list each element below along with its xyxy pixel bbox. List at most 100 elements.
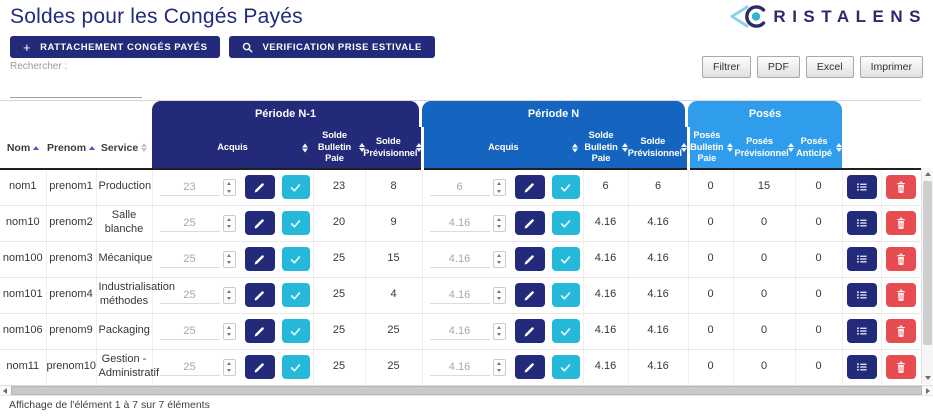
n1-acquis-input[interactable] [159, 250, 220, 268]
cristalens-logo[interactable]: RISTALENS [726, 3, 927, 30]
n1-acquis-input[interactable] [159, 322, 220, 340]
number-stepper[interactable] [492, 250, 506, 268]
table-body: nom1 prenom1 Production [0, 169, 922, 386]
col-prenom[interactable]: Prenom [46, 127, 96, 170]
delete-button[interactable] [886, 175, 917, 200]
number-stepper[interactable] [492, 322, 506, 340]
number-stepper[interactable] [222, 250, 236, 268]
number-stepper[interactable] [222, 286, 236, 304]
number-stepper[interactable] [492, 358, 506, 376]
col-poses-bulletin[interactable]: Posés Bulletin Paie [688, 127, 734, 170]
edit-button[interactable] [244, 211, 275, 235]
confirm-button[interactable] [281, 247, 310, 271]
col-n-acquis[interactable]: Acquis [422, 127, 584, 170]
edit-button[interactable] [514, 319, 545, 343]
n1-acquis-input[interactable] [159, 286, 220, 304]
cell-n-acquis [422, 241, 584, 278]
n1-acquis-input[interactable] [159, 358, 220, 376]
confirm-button[interactable] [551, 355, 580, 379]
confirm-button[interactable] [551, 319, 580, 343]
scroll-up-arrow[interactable] [922, 168, 933, 180]
confirm-button[interactable] [281, 211, 310, 235]
edit-button[interactable] [514, 175, 545, 200]
number-stepper[interactable] [222, 358, 236, 376]
pencil-icon [524, 254, 534, 264]
col-n-solde-bulletin[interactable]: Solde Bulletin Paie [583, 127, 629, 170]
confirm-button[interactable] [551, 175, 580, 200]
cell-n1-solde-bulletin: 25 [313, 313, 366, 350]
delete-button[interactable] [886, 319, 917, 343]
delete-button[interactable] [886, 247, 917, 271]
edit-button[interactable] [514, 283, 545, 307]
trash-icon [897, 181, 906, 193]
n-acquis-input[interactable] [429, 178, 490, 196]
number-stepper[interactable] [222, 214, 236, 232]
edit-button[interactable] [244, 247, 275, 271]
print-button[interactable]: Imprimer [859, 56, 923, 78]
group-periode-n1-label: Période N-1 [152, 101, 420, 127]
number-stepper[interactable] [222, 178, 236, 196]
number-stepper[interactable] [492, 178, 506, 196]
cell-n-solde-bulletin: 6 [583, 169, 629, 206]
cell-n-solde-previsionnel: 6 [628, 169, 689, 206]
confirm-button[interactable] [281, 355, 310, 379]
n-acquis-input[interactable] [429, 250, 490, 268]
edit-button[interactable] [514, 355, 545, 379]
scroll-left-arrow[interactable] [0, 387, 10, 394]
n1-acquis-input[interactable] [159, 178, 220, 196]
details-list-button[interactable] [846, 355, 877, 379]
details-list-button[interactable] [846, 283, 877, 307]
n-acquis-input[interactable] [429, 286, 490, 304]
n-acquis-input[interactable] [429, 214, 490, 232]
confirm-button[interactable] [281, 319, 310, 343]
n-acquis-input[interactable] [429, 322, 490, 340]
col-nom[interactable]: Nom [0, 127, 46, 170]
confirm-button[interactable] [281, 283, 310, 307]
confirm-button[interactable] [551, 211, 580, 235]
delete-button[interactable] [886, 355, 917, 379]
col-poses-previsionnel[interactable]: Posés Prévisionnel [733, 127, 796, 170]
cell-delete [881, 205, 922, 242]
edit-button[interactable] [514, 211, 545, 235]
col-n-solde-previsionnel[interactable]: Solde Prévisionnel [628, 127, 690, 170]
col-n1-solde-previsionnel[interactable]: Solde Prévisionnel [363, 127, 424, 170]
confirm-button[interactable] [281, 175, 310, 200]
edit-button[interactable] [244, 319, 275, 343]
verification-estivale-button[interactable]: VERIFICATION PRISE ESTIVALE [229, 36, 435, 58]
details-list-button[interactable] [846, 247, 877, 271]
attach-conges-button[interactable]: + RATTACHEMENT CONGÉS PAYÉS [10, 36, 221, 58]
scroll-right-arrow[interactable] [923, 387, 933, 394]
confirm-button[interactable] [551, 283, 580, 307]
horizontal-scrollbar-thumb[interactable] [11, 386, 922, 395]
cell-poses-bulletin: 0 [688, 277, 734, 314]
number-stepper[interactable] [222, 322, 236, 340]
delete-button[interactable] [886, 211, 917, 235]
col-service[interactable]: Service [96, 127, 152, 170]
page-title: Soldes pour les Congés Payés [10, 5, 303, 28]
col-n1-solde-bulletin[interactable]: Solde Bulletin Paie [313, 127, 365, 170]
cell-prenom: prenom2 [46, 205, 97, 242]
edit-button[interactable] [244, 355, 275, 379]
details-list-button[interactable] [846, 319, 877, 343]
number-stepper[interactable] [492, 214, 506, 232]
filter-button[interactable]: Filtrer [702, 56, 751, 78]
edit-button[interactable] [244, 175, 275, 200]
sort-icon [141, 143, 148, 152]
search-input[interactable] [10, 82, 142, 98]
vertical-scrollbar-thumb[interactable] [923, 181, 932, 345]
number-stepper[interactable] [492, 286, 506, 304]
pdf-button[interactable]: PDF [756, 56, 800, 78]
scroll-down-arrow[interactable] [922, 372, 933, 384]
col-n1-acquis[interactable]: Acquis [152, 127, 313, 170]
n1-acquis-input[interactable] [159, 214, 220, 232]
confirm-button[interactable] [551, 247, 580, 271]
excel-button[interactable]: Excel [805, 56, 854, 78]
edit-button[interactable] [244, 283, 275, 307]
col-poses-anticipe[interactable]: Posés Anticipé [795, 127, 843, 170]
details-list-button[interactable] [846, 211, 877, 235]
n-acquis-input[interactable] [429, 358, 490, 376]
edit-button[interactable] [514, 247, 545, 271]
details-list-button[interactable] [846, 175, 877, 200]
delete-button[interactable] [886, 283, 917, 307]
